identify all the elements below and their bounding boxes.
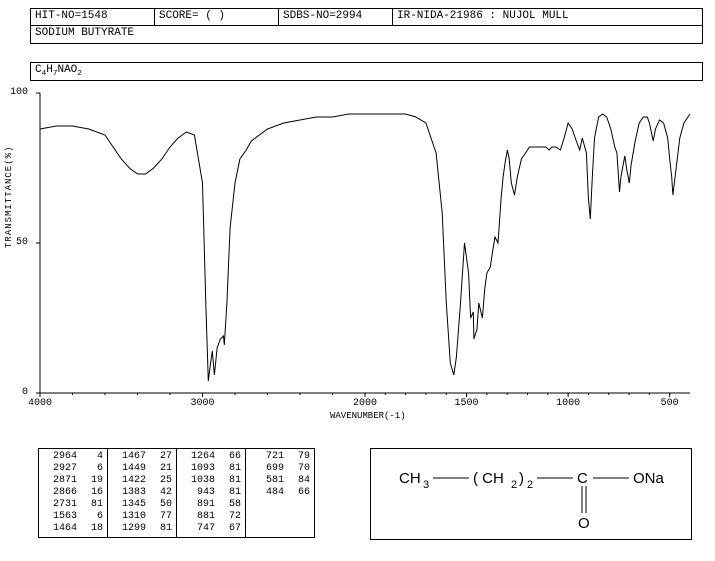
compound-name: SODIUM BUTYRATE bbox=[30, 26, 703, 44]
y-tick: 50 bbox=[10, 237, 28, 248]
peak-row: 58184 bbox=[250, 475, 310, 487]
peak-row: 134550 bbox=[112, 499, 172, 511]
peak-row: 69970 bbox=[250, 463, 310, 475]
x-tick: 1000 bbox=[548, 398, 588, 409]
peak-row: 29276 bbox=[43, 463, 103, 475]
svg-text:( CH: ( CH bbox=[473, 470, 504, 487]
x-tick: 2000 bbox=[345, 398, 385, 409]
peak-row: 142225 bbox=[112, 475, 172, 487]
x-axis-label: WAVENUMBER(-1) bbox=[330, 411, 406, 421]
score: SCORE= ( ) bbox=[155, 9, 279, 25]
ir-spectrum-chart bbox=[30, 88, 695, 413]
y-tick: 0 bbox=[10, 387, 28, 398]
peak-row: 287119 bbox=[43, 475, 103, 487]
svg-text:ONa: ONa bbox=[633, 470, 665, 487]
peak-row: 144921 bbox=[112, 463, 172, 475]
peak-row: 109381 bbox=[181, 463, 241, 475]
svg-text:): ) bbox=[519, 470, 524, 487]
peak-table: 296442927628711928661627318115636146418 1… bbox=[38, 448, 315, 538]
peak-row: 126466 bbox=[181, 451, 241, 463]
peak-row: 72179 bbox=[250, 451, 310, 463]
x-tick: 3000 bbox=[183, 398, 223, 409]
molecular-formula: C4H7NAO2 bbox=[30, 62, 703, 81]
peak-row: 129981 bbox=[112, 523, 172, 535]
hit-no: HIT-NO=1548 bbox=[31, 9, 155, 25]
peak-row: 131077 bbox=[112, 511, 172, 523]
svg-text:C: C bbox=[577, 470, 588, 487]
svg-text:2: 2 bbox=[527, 479, 533, 491]
peak-row: 15636 bbox=[43, 511, 103, 523]
header-bar: HIT-NO=1548 SCORE= ( ) SDBS-NO=2994 IR-N… bbox=[30, 8, 703, 26]
peak-row: 286616 bbox=[43, 487, 103, 499]
peak-row: 146727 bbox=[112, 451, 172, 463]
peak-row: 74767 bbox=[181, 523, 241, 535]
peak-row: 94381 bbox=[181, 487, 241, 499]
y-axis-label: TRANSMITTANCE(%) bbox=[4, 146, 14, 248]
x-tick: 4000 bbox=[20, 398, 60, 409]
x-tick: 500 bbox=[650, 398, 690, 409]
svg-text:CH: CH bbox=[399, 470, 421, 487]
structure-diagram: CH3 ( CH 2)2 C ONa O bbox=[370, 448, 692, 540]
sdbs-no: SDBS-NO=2994 bbox=[279, 9, 393, 25]
peak-row: 88172 bbox=[181, 511, 241, 523]
x-tick: 1500 bbox=[447, 398, 487, 409]
peak-row: 103881 bbox=[181, 475, 241, 487]
ir-id: IR-NIDA-21986 : NUJOL MULL bbox=[393, 9, 702, 25]
svg-text:2: 2 bbox=[511, 479, 517, 491]
peak-row: 273181 bbox=[43, 499, 103, 511]
peak-row: 48466 bbox=[250, 487, 310, 499]
svg-text:O: O bbox=[578, 515, 590, 532]
peak-row: 89158 bbox=[181, 499, 241, 511]
y-tick: 100 bbox=[10, 87, 28, 98]
peak-row: 146418 bbox=[43, 523, 103, 535]
peak-row: 138342 bbox=[112, 487, 172, 499]
peak-row: 29644 bbox=[43, 451, 103, 463]
svg-text:3: 3 bbox=[423, 479, 429, 491]
